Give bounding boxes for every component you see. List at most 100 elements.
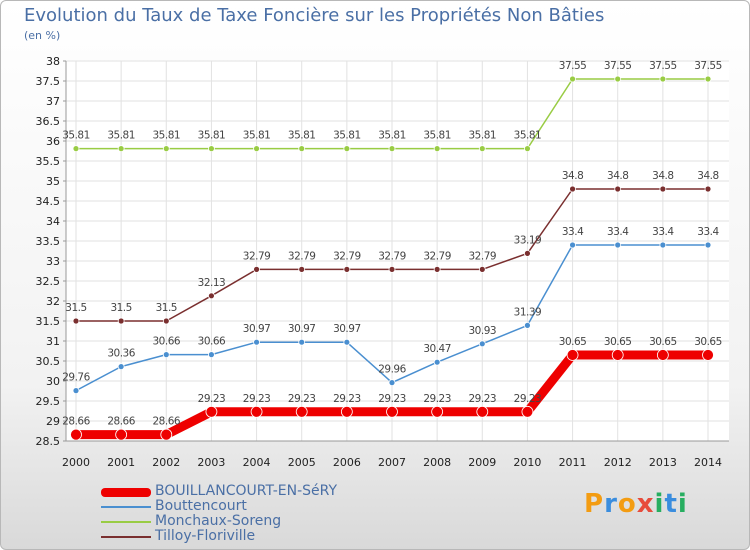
data-point (117, 317, 125, 325)
data-label: 35.81 (514, 130, 542, 142)
data-point (659, 241, 667, 249)
data-point (340, 405, 353, 418)
y-tick-label: 31 (46, 335, 60, 348)
data-point (162, 317, 170, 325)
x-tick-label: 2005 (288, 456, 316, 469)
data-point (433, 145, 441, 153)
data-label: 37.55 (604, 60, 632, 72)
data-point (478, 265, 486, 273)
data-point (298, 145, 306, 153)
legend-swatch (101, 506, 151, 508)
legend-label: Bouttencourt (155, 498, 247, 514)
data-point (343, 145, 351, 153)
x-tick-label: 2007 (378, 456, 406, 469)
data-point (704, 241, 712, 249)
data-label: 29.76 (62, 372, 90, 384)
legend-swatch (101, 521, 151, 523)
data-label: 29.23 (198, 393, 226, 405)
y-tick-label: 32.5 (36, 275, 61, 288)
data-point (702, 349, 714, 361)
legend-label: Monchaux-Soreng (155, 513, 282, 529)
data-point (614, 185, 622, 193)
data-point (208, 351, 215, 359)
data-point (205, 405, 218, 418)
logo-letter: x (636, 489, 655, 519)
x-tick-label: 2014 (694, 456, 722, 469)
y-tick-label: 34.5 (36, 195, 61, 208)
data-label: 29.23 (333, 393, 361, 405)
y-tick-label: 33.5 (36, 235, 61, 248)
y-tick-label: 29.5 (36, 395, 61, 408)
data-point (388, 265, 396, 273)
data-label: 30.97 (333, 323, 361, 335)
data-label: 32.79 (469, 250, 497, 262)
data-point (611, 349, 624, 361)
data-label: 32.79 (288, 250, 316, 262)
data-point (478, 340, 486, 348)
legend-label: BOUILLANCOURT-EN-SéRY (155, 483, 338, 499)
data-point (524, 249, 531, 257)
proxiti-logo: Proxiti (584, 489, 688, 519)
data-label: 35.81 (423, 130, 451, 142)
data-label: 37.55 (694, 60, 722, 72)
data-label: 30.66 (153, 336, 181, 348)
y-tick-label: 35.5 (36, 155, 61, 168)
data-label: 30.65 (604, 336, 632, 348)
data-label: 30.97 (243, 323, 271, 335)
data-label: 35.81 (62, 130, 90, 142)
data-point (72, 145, 80, 153)
logo-letter: i (677, 489, 688, 519)
unit-label: (en %) (24, 29, 61, 42)
data-label: 37.55 (559, 60, 587, 72)
data-label: 33.4 (607, 226, 629, 238)
data-label: 35.81 (469, 130, 497, 142)
data-point (569, 185, 576, 193)
data-point (160, 428, 173, 441)
data-point (298, 265, 306, 273)
data-label: 30.93 (469, 325, 497, 337)
data-point (72, 317, 80, 325)
y-tick-label: 38 (46, 55, 60, 68)
data-point (253, 338, 260, 346)
data-label: 32.13 (198, 277, 226, 289)
data-point (298, 338, 306, 346)
data-label: 33.4 (697, 226, 719, 238)
data-label: 32.79 (243, 250, 271, 262)
data-label: 29.23 (243, 393, 271, 405)
y-tick-label: 36 (46, 135, 60, 148)
y-tick-label: 33 (46, 255, 60, 268)
data-point (476, 405, 489, 418)
data-point (343, 338, 351, 346)
y-tick-label: 36.5 (36, 115, 61, 128)
data-point (388, 379, 396, 387)
data-point (72, 387, 80, 395)
data-label: 30.66 (198, 336, 226, 348)
data-point (250, 405, 263, 418)
x-tick-label: 2006 (333, 456, 361, 469)
data-point (478, 145, 486, 153)
y-tick-label: 37.5 (36, 75, 61, 88)
data-label: 31.5 (156, 302, 177, 314)
data-point (295, 405, 308, 418)
data-point (659, 75, 667, 83)
x-tick-label: 2002 (152, 456, 180, 469)
y-tick-label: 28.5 (36, 435, 61, 448)
data-label: 30.65 (694, 336, 722, 348)
y-tick-label: 30.5 (36, 355, 61, 368)
data-label: 34.8 (607, 170, 628, 182)
data-label: 30.97 (288, 323, 316, 335)
logo-letter: i (654, 489, 665, 519)
y-tick-label: 29 (46, 415, 60, 428)
data-label: 30.65 (649, 336, 677, 348)
logo-letter: r (604, 489, 618, 519)
y-tick-label: 31.5 (36, 315, 61, 328)
x-tick-label: 2013 (649, 456, 677, 469)
plot-area (66, 61, 729, 441)
data-label: 35.81 (107, 130, 135, 142)
data-point (115, 428, 128, 441)
data-point (162, 351, 170, 359)
data-label: 35.81 (288, 130, 316, 142)
data-point (433, 265, 441, 273)
data-label: 37.55 (649, 60, 677, 72)
